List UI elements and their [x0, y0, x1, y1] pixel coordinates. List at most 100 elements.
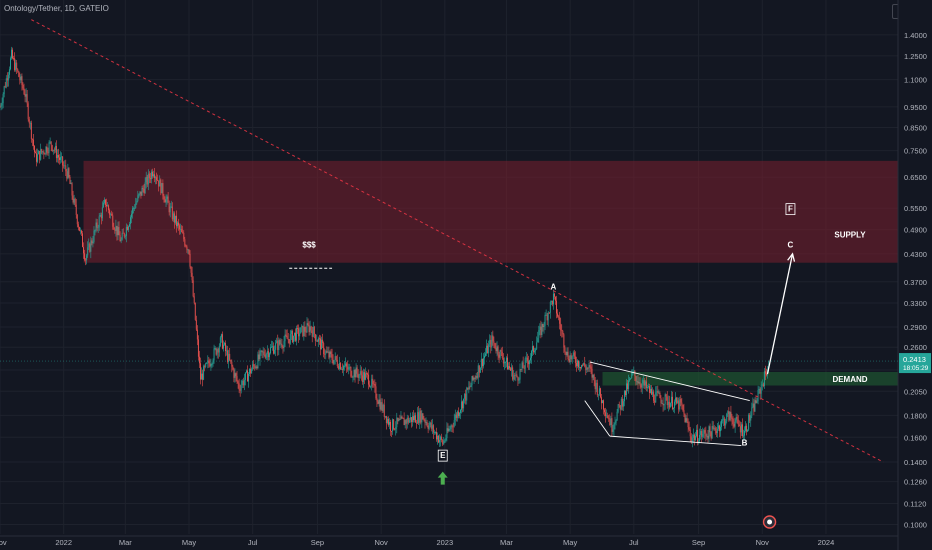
candle-body: [18, 71, 20, 77]
candle-body: [397, 417, 399, 422]
candle-body: [269, 347, 271, 354]
candle-body: [497, 346, 499, 355]
candle-body: [190, 266, 192, 273]
candle-body: [274, 349, 276, 354]
candle-body: [245, 370, 247, 373]
candle-body: [413, 416, 414, 421]
candle-body: [454, 414, 456, 420]
candle-body: [338, 363, 340, 369]
candle-body: [637, 381, 639, 384]
candle-body: [604, 409, 606, 413]
candle-body: [147, 173, 149, 185]
candle-body: [137, 195, 139, 201]
candle-body: [490, 339, 492, 348]
candle-body: [607, 415, 609, 419]
time-axis: Nov 2022 Mar May Jul Sep Nov 2023 Mar May Jul Sep No…: [0, 535, 898, 547]
candle-body: [58, 155, 59, 158]
candle-body: [72, 195, 74, 203]
candle-body: [316, 340, 318, 342]
candle-body: [696, 429, 697, 437]
candle-body: [1, 103, 3, 106]
candle-body: [323, 343, 325, 355]
candle-body: [681, 402, 683, 405]
candle-body: [541, 323, 543, 335]
candle-body: [212, 360, 214, 364]
candle-body: [715, 430, 717, 434]
candle-body: [110, 213, 112, 215]
candle-body: [344, 365, 346, 367]
candle-body: [468, 386, 470, 390]
candle-body: [64, 165, 66, 167]
candle-body: [423, 419, 425, 421]
annotation-label: B: [742, 439, 748, 448]
candle-body: [4, 86, 6, 88]
candle-body: [552, 293, 554, 305]
candle-body: [601, 397, 602, 404]
candle-body: [91, 240, 93, 244]
candle-body: [92, 241, 94, 244]
candle-body: [481, 358, 483, 367]
candle-body: [711, 426, 713, 439]
candle-body: [639, 382, 641, 386]
candle-body: [523, 368, 525, 369]
candle-body: [718, 425, 720, 432]
candle-body: [690, 436, 692, 443]
candle-body: [105, 199, 106, 205]
candle-body: [186, 246, 188, 250]
candle-body: [555, 296, 556, 301]
candle-body: [701, 431, 703, 437]
candle-body: [249, 368, 251, 374]
candle-body: [753, 403, 755, 412]
candle-body: [476, 376, 478, 378]
candle-body: [390, 421, 391, 432]
candle-body: [547, 312, 549, 321]
candle-body: [67, 168, 69, 179]
candle-body: [131, 213, 133, 218]
x-tick-label: 2022: [55, 538, 72, 547]
candle-body: [298, 328, 300, 337]
candle-body: [436, 431, 437, 440]
candle-body: [365, 373, 366, 380]
candle-body: [571, 355, 573, 360]
candle-body: [539, 326, 541, 331]
candle-body: [525, 357, 527, 359]
candle-body: [646, 387, 648, 388]
candle-body: [588, 365, 590, 369]
candle-body: [329, 351, 331, 358]
candle-body: [744, 430, 745, 436]
candle-body: [699, 434, 701, 442]
candle-body: [623, 390, 625, 402]
candle-body: [250, 368, 252, 374]
candle-body: [183, 232, 185, 240]
candle-body: [738, 424, 740, 427]
candle-body: [2, 94, 4, 104]
candle-body: [68, 168, 70, 178]
candle-body: [106, 204, 107, 207]
candle-body: [537, 337, 539, 343]
candle-body: [206, 362, 208, 364]
candle-body: [294, 332, 295, 336]
zones: [83, 160, 898, 386]
candle-body: [433, 432, 435, 434]
candle-body: [636, 381, 638, 383]
y-tick-label: 0.2050: [904, 387, 927, 396]
candle-body: [764, 371, 766, 374]
green-up-arrow-icon: [437, 471, 448, 485]
candle-body: [349, 366, 351, 368]
candle-body: [733, 423, 735, 427]
candle-body: [514, 375, 516, 376]
candle-body: [86, 255, 88, 261]
candle-body: [592, 374, 594, 378]
candle-body: [741, 424, 743, 437]
candle-body: [334, 356, 336, 360]
candle-body: [347, 366, 349, 370]
candle-body: [302, 325, 304, 337]
candle-body: [628, 380, 630, 389]
candle-body: [163, 195, 165, 200]
candle-body: [241, 380, 243, 386]
candle-body: [467, 387, 469, 390]
candle-body: [403, 418, 405, 426]
candle-body: [531, 350, 532, 358]
candle-body: [596, 382, 598, 396]
